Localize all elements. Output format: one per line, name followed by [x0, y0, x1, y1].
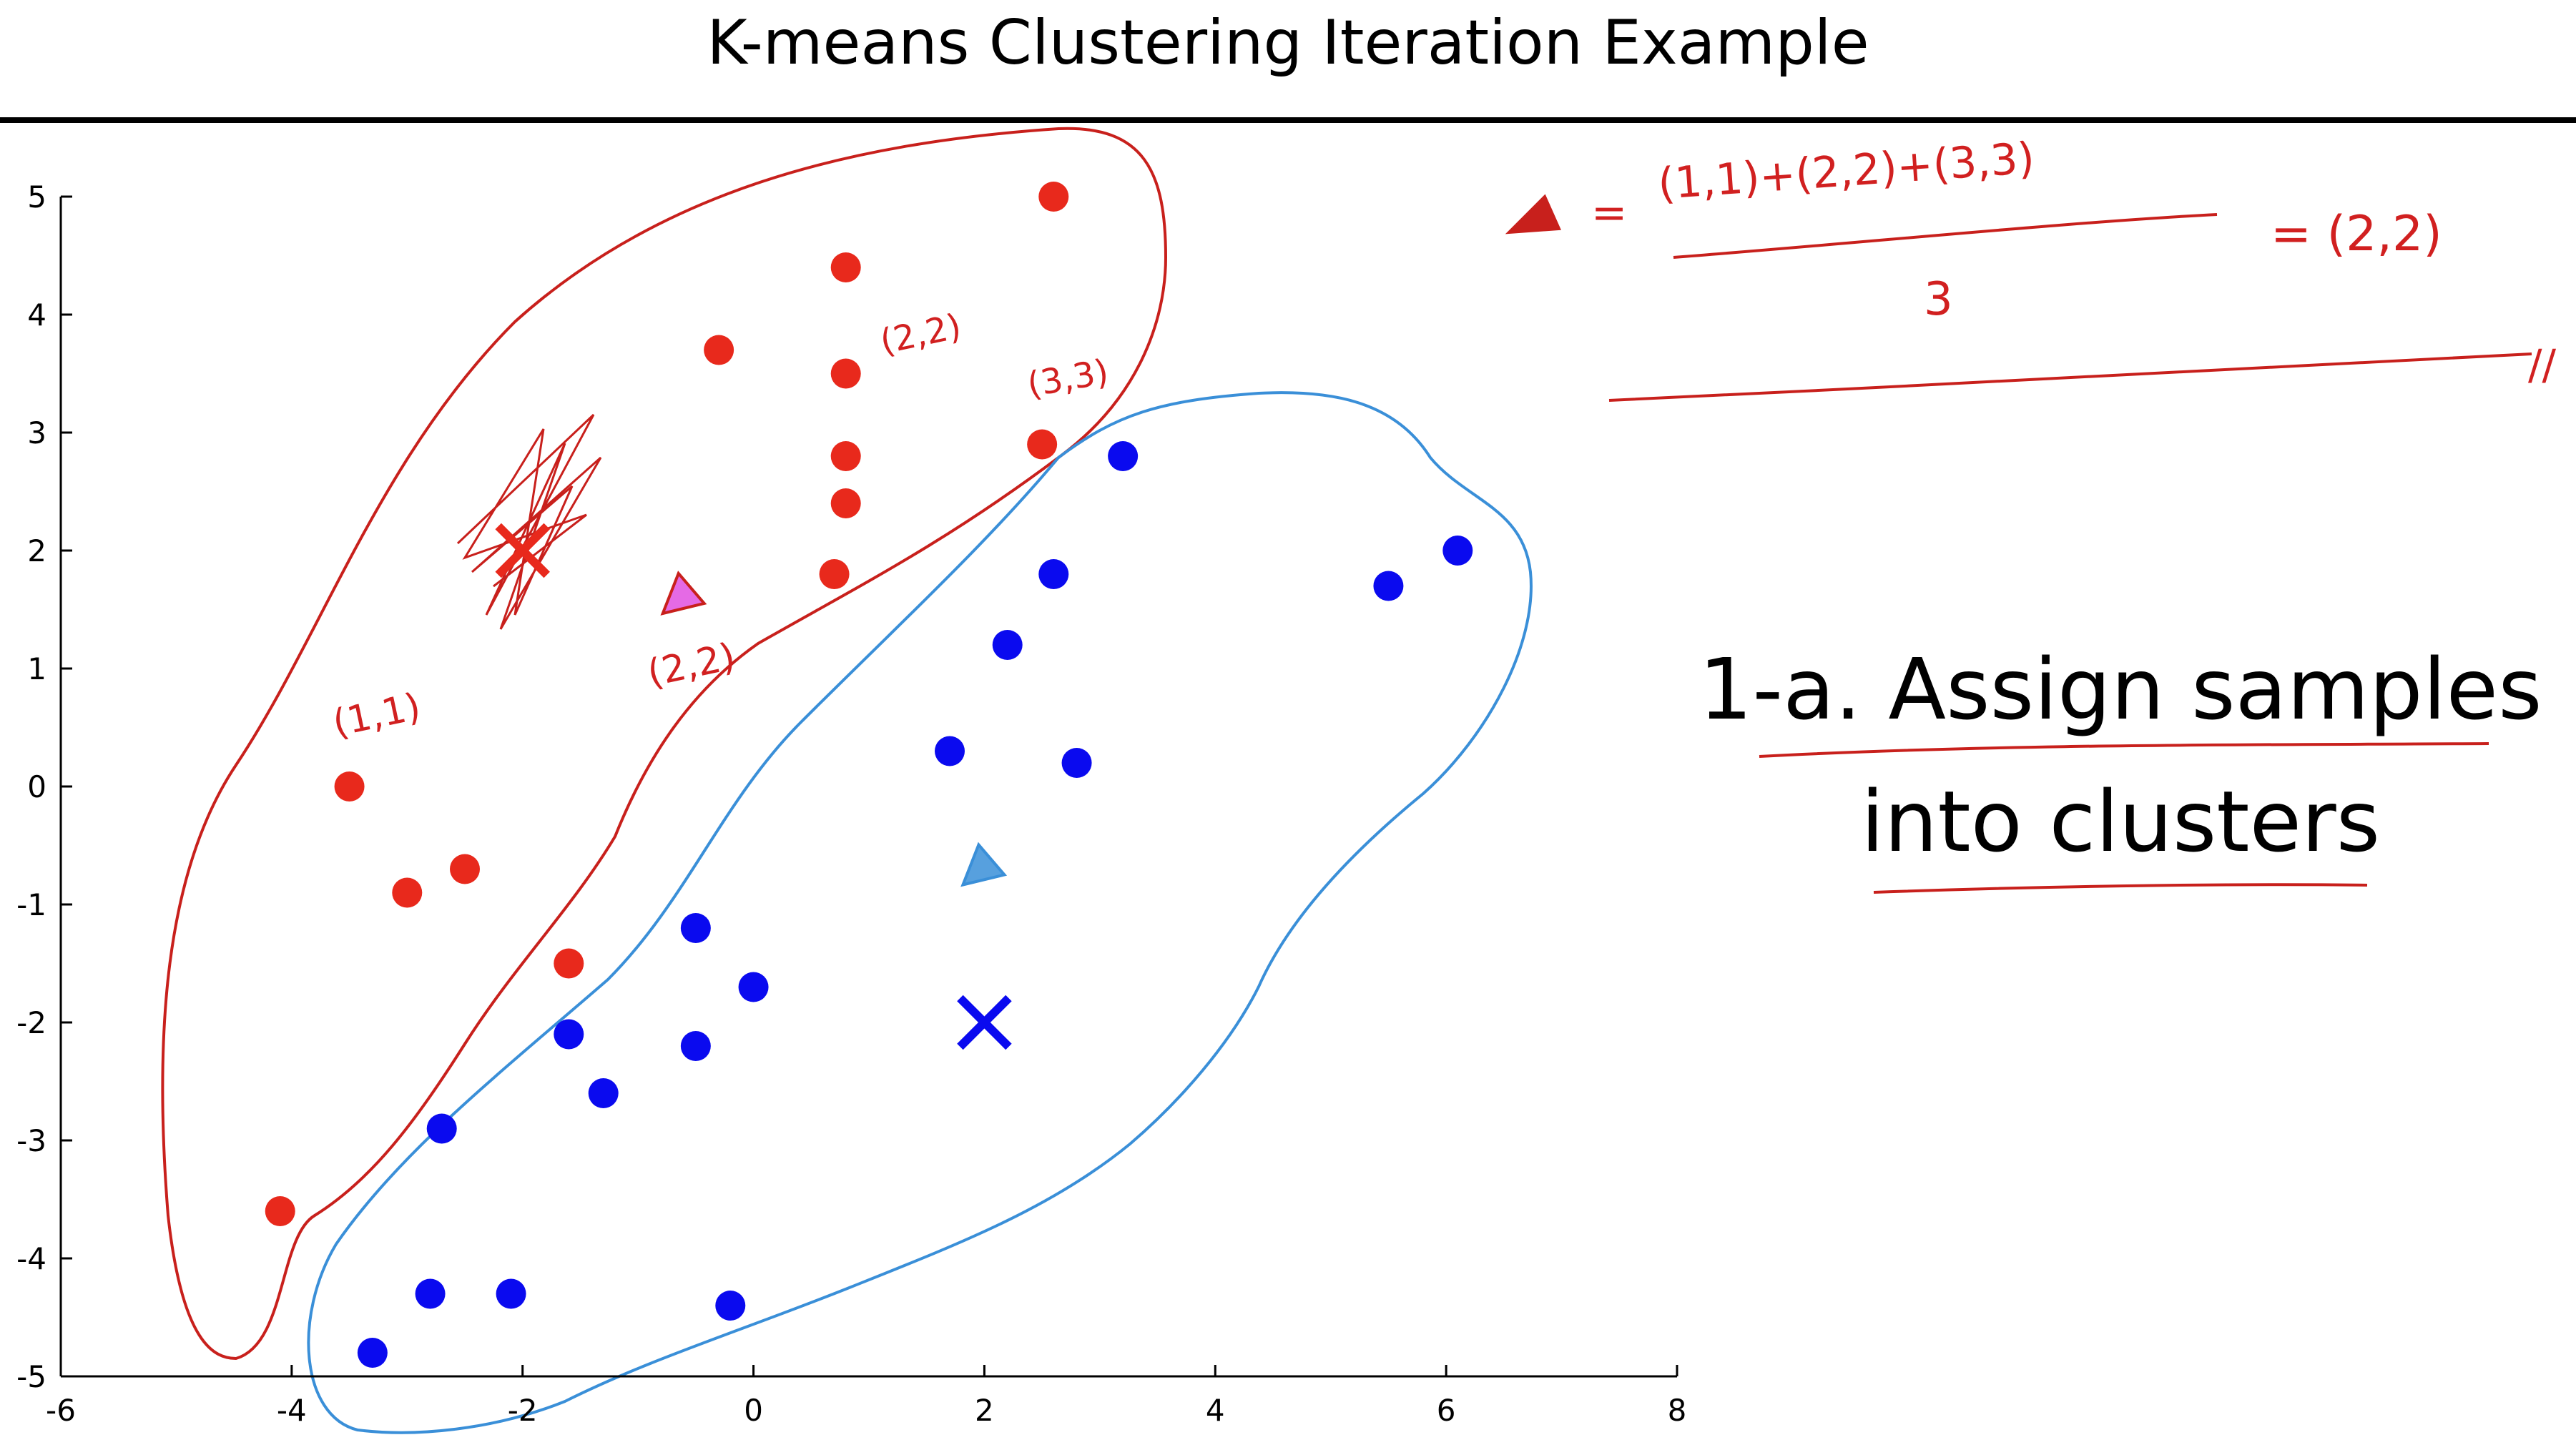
blue-centroid-x-marker	[957, 995, 1012, 1050]
data-points	[265, 182, 1473, 1368]
blue-data-point	[1108, 441, 1139, 471]
blue-data-point	[935, 736, 965, 766]
red-data-point	[265, 1196, 295, 1226]
y-tick-label: 4	[27, 297, 46, 332]
formula-equals: =	[1591, 188, 1627, 238]
formula-end-rule	[1608, 352, 2532, 402]
centroids	[495, 523, 1012, 1050]
x-tick-label: 0	[744, 1393, 763, 1428]
blue-data-point	[1061, 748, 1092, 778]
blue-cluster-outline	[307, 391, 1533, 1434]
y-tick-label: -2	[16, 1005, 46, 1040]
red-data-point	[334, 771, 365, 802]
y-tick-label: 1	[27, 651, 46, 686]
formula-result: = (2,2)	[2271, 206, 2442, 262]
step-label-line-2: into clusters	[1860, 772, 2381, 871]
x-tick-label: 6	[1437, 1393, 1456, 1428]
red-data-point	[450, 854, 480, 884]
red-data-point	[830, 488, 861, 518]
red-scribble	[456, 413, 602, 630]
red-new-centroid-triangle	[660, 571, 707, 616]
blue-data-point	[496, 1278, 526, 1309]
red-data-point	[392, 877, 423, 908]
y-tick-label: 5	[27, 179, 46, 214]
blue-data-point	[738, 972, 769, 1002]
red-data-point	[830, 252, 861, 282]
y-tick-label: -1	[16, 887, 46, 922]
x-tick-label: -6	[46, 1393, 76, 1428]
blue-data-point	[1442, 536, 1473, 566]
red-data-point	[1027, 429, 1058, 460]
formula-denominator: 3	[1924, 273, 1953, 326]
blue-data-point	[715, 1291, 746, 1321]
red-data-point	[704, 335, 734, 365]
red-centroid-x-marker	[495, 523, 550, 578]
y-tick-label: 0	[27, 769, 46, 804]
blue-data-point	[588, 1078, 619, 1108]
x-tick-label: 8	[1668, 1393, 1687, 1428]
blue-data-point	[1038, 559, 1069, 589]
y-tick-label: -4	[16, 1241, 46, 1276]
annotation-label-33: (3,3)	[1024, 352, 1111, 405]
x-ticks: -6 -4 -2 0 2 4 6 8	[46, 1365, 1686, 1428]
blue-new-centroid-triangle	[960, 842, 1008, 887]
title-divider	[0, 117, 2576, 123]
blue-data-point	[680, 913, 711, 943]
formula-fraction-bar	[1673, 213, 2218, 259]
blue-data-point	[1373, 571, 1404, 601]
blue-data-point	[357, 1338, 388, 1368]
formula-numerator: (1,1)+(2,2)+(3,3)	[1656, 133, 2036, 209]
y-tick-label: 3	[27, 415, 46, 450]
slide-title: K-means Clustering Iteration Example	[707, 7, 1869, 79]
blue-data-point	[680, 1031, 711, 1061]
blue-data-point	[415, 1278, 446, 1309]
annotation-label-22-top: (2,2)	[877, 306, 965, 362]
red-data-point	[830, 358, 861, 389]
y-tick-label: 2	[27, 533, 46, 568]
y-tick-label: -3	[16, 1123, 46, 1158]
annotation-label-11: (1,1)	[329, 685, 424, 745]
blue-data-point	[554, 1019, 584, 1050]
x-tick-label: 4	[1206, 1393, 1225, 1428]
x-tick-label: 2	[975, 1393, 994, 1428]
red-data-point	[819, 559, 850, 589]
x-tick-label: -4	[277, 1393, 307, 1428]
red-data-point	[554, 948, 584, 979]
formula-triangle-icon	[1505, 194, 1561, 235]
x-tick-label: -2	[508, 1393, 538, 1428]
red-data-point	[1038, 182, 1069, 212]
formula-end-mark: //	[2528, 340, 2557, 389]
blue-data-point	[992, 630, 1023, 660]
step-underline-2	[1873, 883, 2368, 894]
red-cluster-outline	[161, 127, 1168, 1361]
y-ticks: 5 4 3 2 1 0 -1 -2 -3 -4 -5	[16, 179, 72, 1394]
y-tick-label: -5	[16, 1359, 46, 1394]
step-underline-1	[1759, 742, 2489, 758]
red-data-point	[830, 441, 861, 471]
step-label-line-1: 1-a. Assign samples	[1699, 640, 2542, 739]
annotation-label-22-mid: (2,2)	[644, 635, 739, 695]
blue-data-point	[426, 1113, 457, 1144]
